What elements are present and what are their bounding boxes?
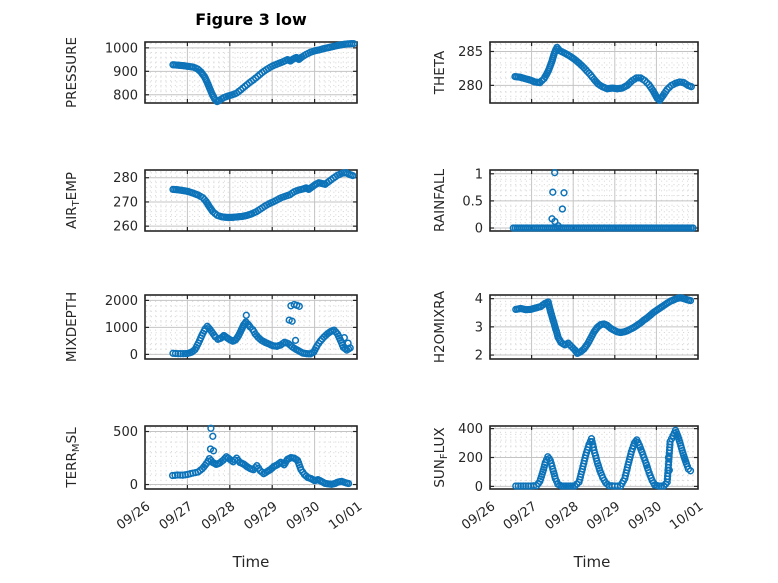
x-tick-label: 09/30 bbox=[284, 499, 323, 533]
y-tick-label: 0 bbox=[475, 222, 483, 237]
y-tick-label: 280 bbox=[458, 79, 483, 94]
subplot-pressure: 800 900 1000 PRESSURE bbox=[64, 37, 358, 108]
subplot-sun-flux: 0 200 400 SUNFLUX 09/26 09/27 09/28 09/29 09/30 1… bbox=[432, 422, 706, 533]
axes-frame bbox=[144, 425, 358, 490]
major-grid bbox=[490, 42, 698, 103]
major-grid bbox=[145, 170, 357, 231]
y-axis-label: SUNFLUX bbox=[432, 427, 450, 487]
data-markers bbox=[511, 43, 695, 104]
minor-grid bbox=[146, 427, 356, 488]
y-tick-label: 1 bbox=[475, 167, 483, 182]
subplot-mixdepth: 0 1000 2000 MIXDEPTH bbox=[64, 292, 358, 363]
y-tick-label: 1000 bbox=[105, 321, 138, 336]
x-tick-label: 09/30 bbox=[626, 499, 665, 533]
y-axis-label: MIXDEPTH bbox=[64, 292, 80, 362]
y-tick-label: 285 bbox=[458, 45, 483, 60]
data-markers bbox=[169, 39, 358, 106]
y-tick-label: 260 bbox=[113, 220, 138, 235]
y-axis-label: THETA bbox=[432, 50, 448, 95]
y-tick-label: 2 bbox=[475, 349, 483, 364]
y-tick-label: 500 bbox=[113, 425, 138, 440]
minor-grid bbox=[146, 296, 356, 358]
x-axis-label-left: Time bbox=[232, 553, 270, 571]
x-tick-label: 09/28 bbox=[199, 499, 238, 533]
subplot-theta: 280 285 THETA bbox=[432, 41, 699, 104]
data-markers bbox=[169, 169, 357, 222]
y-tick-label: 0 bbox=[130, 348, 138, 363]
y-tick-label: 4 bbox=[475, 292, 483, 307]
data-markers bbox=[512, 426, 695, 490]
x-tick-label: 09/28 bbox=[542, 499, 581, 533]
x-tick-label: 10/01 bbox=[667, 499, 706, 533]
y-tick-label: 400 bbox=[458, 422, 483, 437]
y-tick-label: 0 bbox=[475, 480, 483, 495]
axes-frame bbox=[144, 169, 358, 232]
minor-grid bbox=[146, 171, 356, 232]
subplot-terr-msl: 0 500 TERRMSL 09/26 09/27 09/28 09/29 09/30 10/0… bbox=[64, 424, 365, 533]
x-tick-label: 09/29 bbox=[241, 499, 280, 533]
major-grid bbox=[490, 295, 698, 359]
x-axis-label-right: Time bbox=[573, 553, 611, 571]
y-tick-label: 0 bbox=[130, 478, 138, 493]
y-tick-label: 900 bbox=[113, 65, 138, 80]
y-tick-label: 3 bbox=[475, 320, 483, 335]
y-tick-label: 1000 bbox=[105, 41, 138, 56]
y-axis-label: RAINFALL bbox=[432, 169, 448, 232]
y-axis-label: TERRMSL bbox=[64, 427, 82, 489]
axes-frame bbox=[144, 294, 358, 360]
subplot-rainfall: 0 0.5 1 RAINFALL bbox=[432, 167, 699, 237]
data-markers bbox=[168, 424, 353, 488]
axes-frame bbox=[489, 294, 699, 360]
x-tick-label: 09/29 bbox=[584, 499, 623, 533]
data-markers bbox=[512, 294, 695, 358]
y-axis-label: PRESSURE bbox=[64, 37, 80, 108]
x-tick-label: 09/26 bbox=[459, 499, 498, 533]
x-tick-label: 09/27 bbox=[157, 499, 196, 533]
y-tick-label: 270 bbox=[113, 195, 138, 210]
y-tick-label: 2000 bbox=[105, 294, 138, 309]
data-markers bbox=[509, 169, 697, 232]
y-tick-label: 0.5 bbox=[462, 194, 483, 209]
figure-title: Figure 3 low bbox=[195, 10, 307, 29]
subplot-airtemp: 260 270 280 AIRTEMP bbox=[64, 169, 358, 235]
subplot-h2omixra: 2 3 4 H2OMIXRA bbox=[432, 290, 699, 364]
y-tick-label: 200 bbox=[458, 451, 483, 466]
major-grid bbox=[490, 170, 698, 231]
y-axis-label: AIRTEMP bbox=[64, 172, 82, 229]
x-tick-label: 09/27 bbox=[501, 499, 540, 533]
x-tick-label: 09/26 bbox=[114, 499, 153, 533]
y-axis-label: H2OMIXRA bbox=[432, 290, 448, 363]
y-tick-label: 280 bbox=[113, 171, 138, 186]
y-tick-label: 800 bbox=[113, 88, 138, 103]
x-tick-label: 10/01 bbox=[326, 499, 365, 533]
data-markers bbox=[169, 300, 354, 358]
axes-frame bbox=[489, 41, 699, 104]
